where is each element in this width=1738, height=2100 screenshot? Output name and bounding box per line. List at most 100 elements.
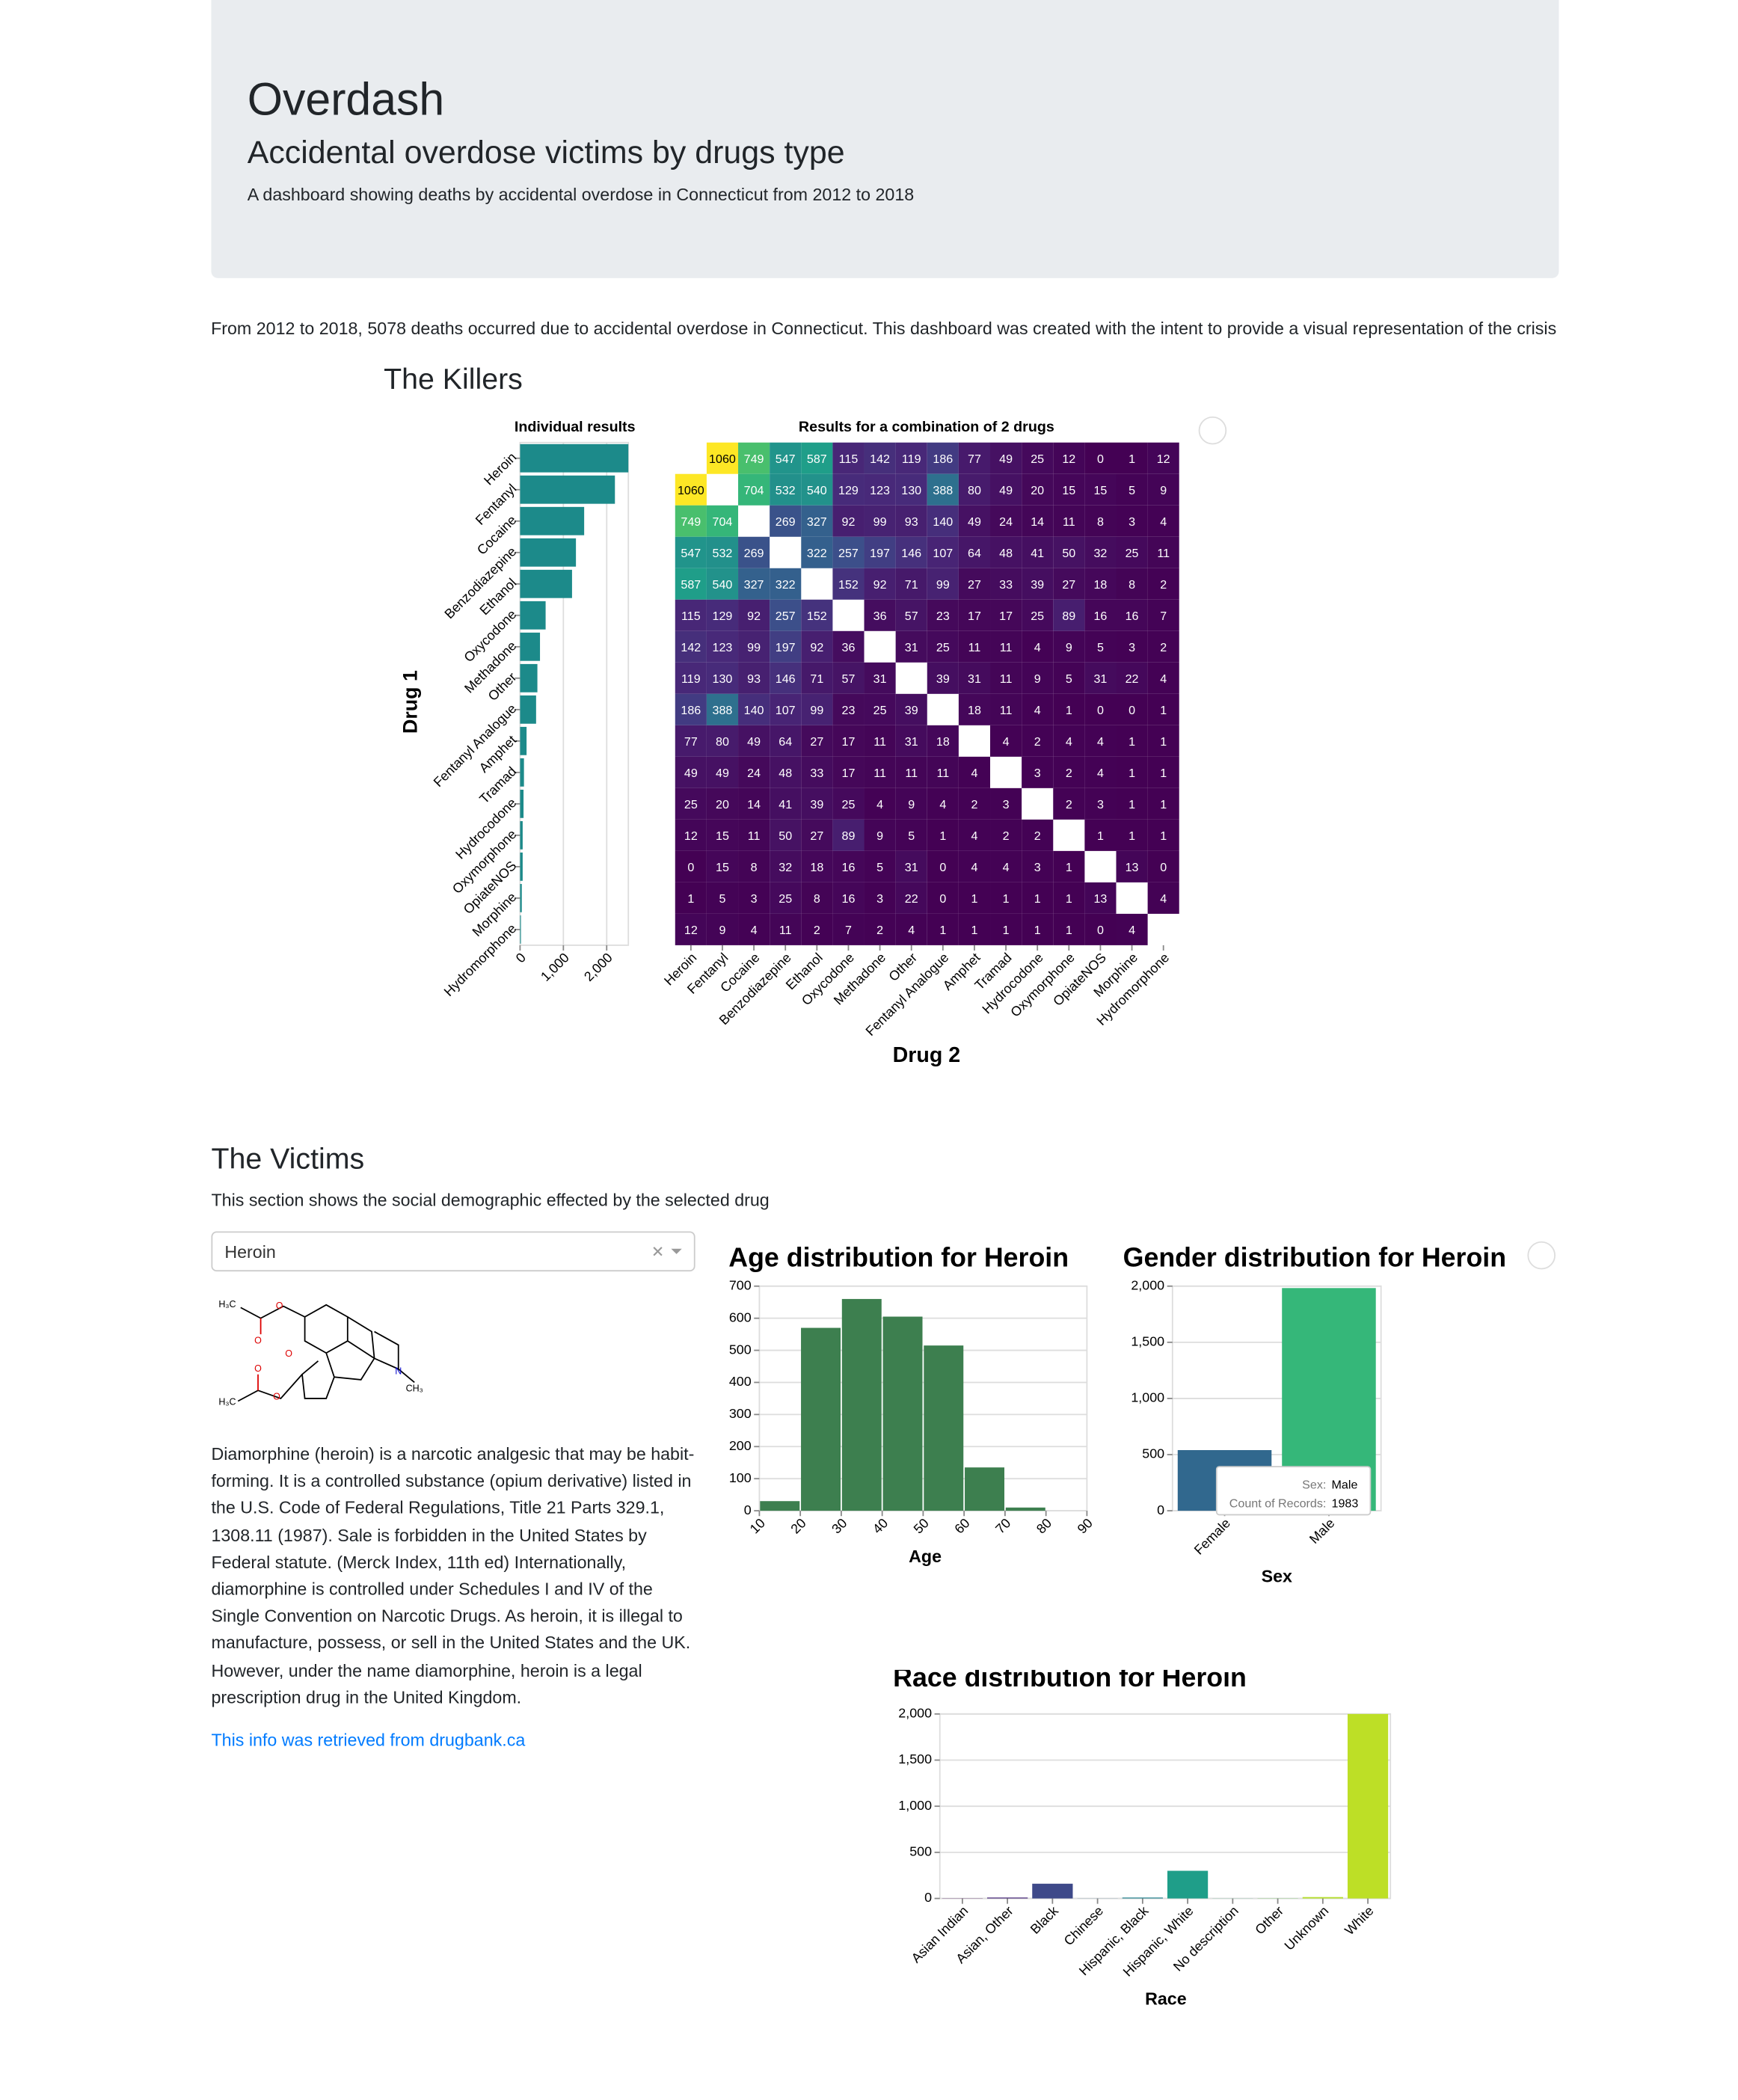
dropdown-icons[interactable] (651, 1244, 689, 1260)
heatmap-cell (958, 536, 991, 568)
drugbank-link[interactable]: This info was retrieved from drugbank.ca (211, 1730, 526, 1751)
heatmap-cell (958, 568, 991, 600)
cell-label: 388 (933, 484, 953, 497)
y-tick-label: 300 (729, 1406, 752, 1421)
histogram-bar (924, 1345, 964, 1511)
heatmap-cell (1022, 913, 1054, 945)
heatmap-cell (738, 599, 770, 631)
cell-label: 142 (870, 452, 890, 466)
bar (520, 632, 541, 661)
clear-icon[interactable] (653, 1247, 663, 1256)
heatmap-cell (801, 536, 833, 568)
cell-label: 8 (814, 892, 820, 906)
heatmap-cell (770, 850, 802, 882)
drug-dropdown[interactable]: Heroin (211, 1231, 695, 1272)
bar (520, 726, 527, 755)
heatmap-cell (927, 725, 959, 757)
cell-label: 4 (1097, 767, 1104, 780)
heatmap-cell (706, 913, 739, 945)
heatmap-cell (675, 693, 707, 725)
bar (520, 443, 629, 473)
heatmap-cell (927, 662, 959, 694)
cell-label: 152 (838, 578, 859, 592)
cell-label: 1 (1160, 704, 1167, 717)
heatmap-cell (832, 536, 865, 568)
heatmap-cell (958, 693, 991, 725)
heatmap-cell (675, 725, 707, 757)
tooltip-key: Count of Records: (1229, 1496, 1327, 1510)
cell-label: 8 (751, 861, 758, 874)
menu-button[interactable] (1198, 416, 1227, 445)
heatmap-cell (1147, 882, 1179, 914)
cell-label: 25 (1031, 610, 1044, 623)
heatmap-cell (832, 473, 865, 506)
y-tick-label: 1,000 (1131, 1390, 1164, 1405)
heatmap-cell (706, 756, 739, 788)
cell-label: 50 (779, 829, 792, 843)
y-tick-label: 0 (924, 1890, 932, 1905)
cell-label: 2 (1003, 829, 1010, 843)
bond (237, 1374, 303, 1402)
bar (987, 1897, 1028, 1899)
cell-label: 119 (681, 672, 701, 686)
cell-label: 115 (681, 610, 701, 623)
heatmap-cell (801, 442, 833, 474)
intro-text: From 2012 to 2018, 5078 deaths occurred … (211, 318, 1557, 339)
cell-label: 16 (1093, 610, 1107, 623)
cell-label: 89 (1062, 610, 1075, 623)
cell-label: 107 (776, 704, 796, 717)
cell-label: 25 (684, 798, 698, 811)
tooltip-value: Male (1332, 1478, 1358, 1491)
cell-label: 140 (933, 515, 953, 529)
heatmap-cell (675, 788, 707, 820)
cell-label: 4 (1034, 704, 1041, 717)
heatmap-cell (990, 473, 1022, 506)
heatmap-cell (895, 913, 927, 945)
heatmap-cell (1053, 536, 1085, 568)
bar (520, 601, 546, 630)
cell-label: 186 (681, 704, 701, 717)
x-tick-label: 20 (787, 1515, 808, 1536)
heatmap-cell (990, 662, 1022, 694)
cell-label: 11 (1000, 672, 1013, 686)
cell-label: 1 (1129, 767, 1135, 780)
atom-label: O (285, 1348, 292, 1359)
x-axis-title: Sex (1262, 1567, 1292, 1586)
heatmap-cell (675, 505, 707, 537)
cell-label: 15 (1093, 484, 1107, 497)
cell-label: 15 (716, 829, 729, 843)
y-tick-label: 100 (729, 1470, 752, 1485)
heatmap-cell (675, 819, 707, 851)
heatmap-cell (801, 913, 833, 945)
cell-label: 9 (1160, 484, 1167, 497)
heatmap-cell (1084, 599, 1117, 631)
caret-icon[interactable] (671, 1248, 682, 1254)
cell-label: 4 (1129, 924, 1135, 937)
heatmap-cell (801, 599, 833, 631)
cell-label: 704 (713, 515, 733, 529)
heatmap-cell (706, 819, 739, 851)
cell-label: 8 (1129, 578, 1135, 592)
cell-label: 1060 (709, 452, 736, 466)
y-tick-label: 500 (729, 1342, 752, 1357)
histogram-bar (882, 1316, 923, 1511)
cell-label: 36 (873, 610, 887, 623)
x-tick-label: Male (1306, 1515, 1338, 1547)
heatmap-cell (864, 473, 896, 506)
cell-label: 146 (901, 547, 921, 560)
heatmap-cell (1053, 473, 1085, 506)
cell-label: 4 (1066, 735, 1072, 749)
heatmap-cell (770, 882, 802, 914)
heatmap-cell (958, 442, 991, 474)
atom-label: N (395, 1366, 402, 1376)
cell-label: 1 (1129, 829, 1135, 843)
heatmap-cell (801, 662, 833, 694)
menu-button[interactable] (1527, 1241, 1556, 1270)
heatmap-cell (706, 882, 739, 914)
heatmap-cell (738, 725, 770, 757)
cell-label: 17 (968, 610, 981, 623)
y-tick-label: 600 (729, 1310, 752, 1324)
